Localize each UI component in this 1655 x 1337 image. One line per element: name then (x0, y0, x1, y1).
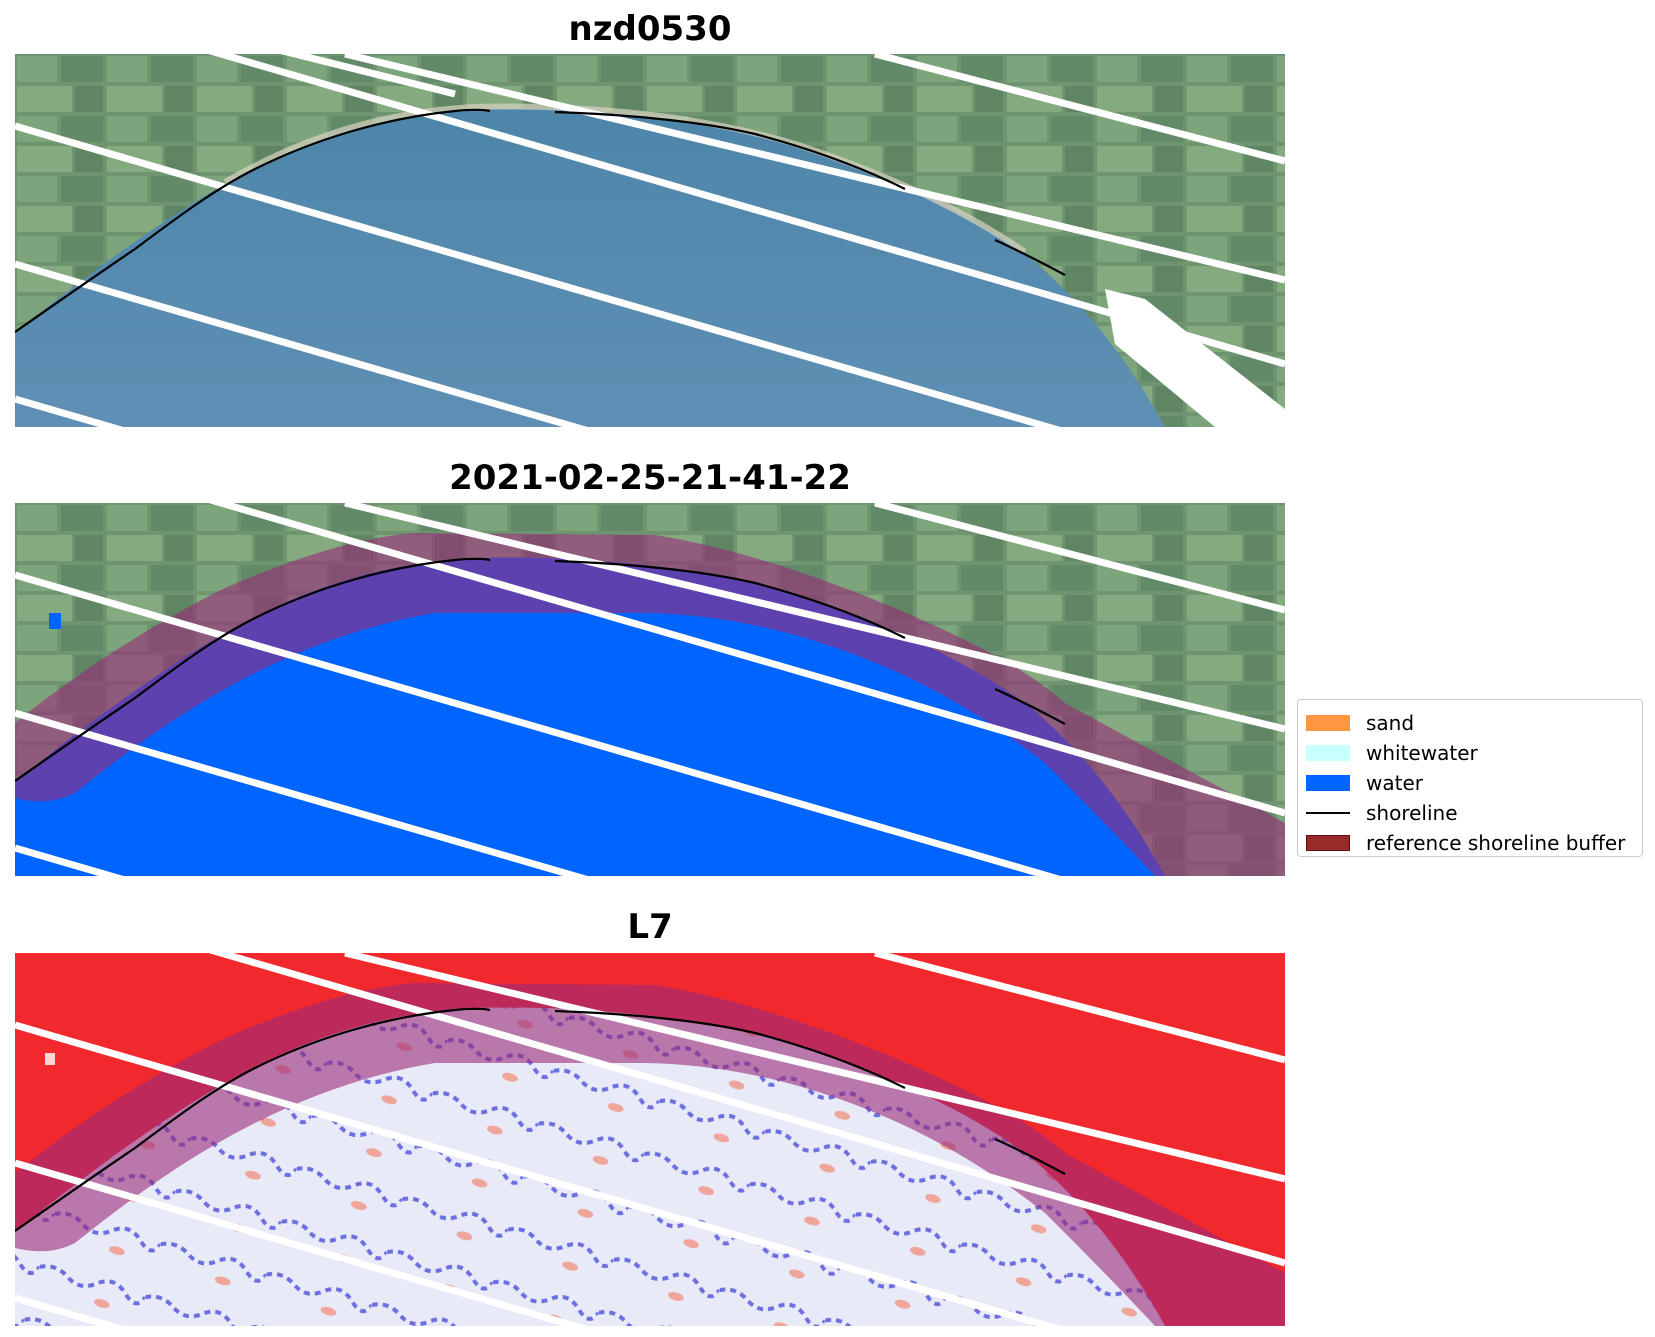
legend-label: sand (1366, 711, 1415, 735)
legend-item-whitewater: whitewater (1306, 738, 1478, 768)
scan-line-gaps (15, 54, 1285, 427)
legend-swatch-sand (1306, 715, 1350, 731)
scan-line-gaps (15, 503, 1285, 876)
legend-label: whitewater (1366, 741, 1478, 765)
panel-title-index: L7 (627, 907, 673, 947)
legend-item-water: water (1306, 768, 1423, 798)
legend-label: water (1366, 771, 1423, 795)
reference-shoreline-buffer (15, 533, 1285, 876)
legend-item-sand: sand (1306, 708, 1414, 738)
legend-label: shoreline (1366, 801, 1458, 825)
legend-swatch-buffer (1306, 835, 1350, 851)
legend-swatch-whitewater (1306, 745, 1350, 761)
scan-line-gaps (15, 953, 1285, 1326)
reference-shoreline-buffer (15, 983, 1285, 1326)
bright-spot (45, 1053, 55, 1065)
water-class-pond (49, 613, 61, 629)
shoreline (15, 1007, 1066, 1232)
shoreline (15, 108, 1066, 333)
panel-title-rgb: nzd0530 (568, 9, 732, 49)
classification-panel (15, 503, 1285, 876)
legend-swatch-water (1306, 775, 1350, 791)
legend-item-shoreline: shoreline (1306, 798, 1458, 828)
legend: sand whitewater water shoreline referenc… (1297, 699, 1643, 857)
shoreline (15, 557, 1066, 782)
panel-title-classified: 2021-02-25-21-41-22 (449, 458, 851, 498)
legend-label: reference shoreline buffer (1366, 831, 1626, 855)
nodata-wedge (1105, 289, 1285, 427)
legend-line-shoreline (1306, 812, 1350, 814)
rgb-image-panel (15, 54, 1285, 427)
legend-item-buffer: reference shoreline buffer (1306, 828, 1625, 858)
index-image-panel (15, 953, 1285, 1326)
